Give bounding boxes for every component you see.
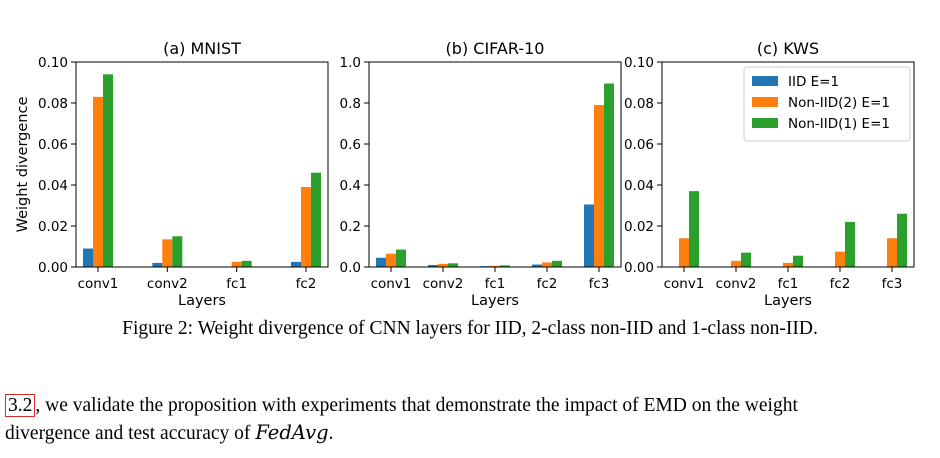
y-axis-label: Weight divergence <box>15 97 31 233</box>
bar <box>887 238 897 267</box>
bar <box>291 262 301 267</box>
legend-swatch <box>752 76 778 86</box>
x-axis-label: Layers <box>764 293 812 309</box>
x-tick-label: conv2 <box>423 276 464 292</box>
chart-panel-1: (a) MNIST 0.00 0.02 0.04 0.06 0.08 0.10 conv1 co… <box>15 39 328 309</box>
y-tick-label: 0.10 <box>38 55 68 71</box>
bar <box>594 105 604 267</box>
legend-label: Non-IID(1) E=1 <box>788 116 890 132</box>
bar <box>396 250 406 267</box>
y-tick-label: 0.06 <box>624 137 654 153</box>
fedavg-math: FedAvg <box>255 421 328 444</box>
y-tick-label: 0.04 <box>624 178 654 194</box>
y-tick-label: 0.08 <box>38 96 68 112</box>
bar <box>448 263 458 267</box>
x-tick-label: fc2 <box>830 276 851 292</box>
x-tick-label: fc1 <box>778 276 799 292</box>
body-paragraph: 3.2, we validate the proposition with ex… <box>5 392 935 447</box>
legend: IID E=1 Non-IID(2) E=1 Non-IID(1) E=1 <box>744 67 910 141</box>
bar <box>835 252 845 267</box>
bar <box>301 187 311 267</box>
bar <box>376 258 386 267</box>
bar <box>793 256 803 267</box>
bar <box>731 261 741 267</box>
body-line-2-end: . <box>329 423 334 444</box>
y-tick-label: 0.00 <box>624 260 654 276</box>
bar <box>386 254 396 267</box>
body-line-1-text: , we validate the proposition with exper… <box>35 395 797 416</box>
bar <box>741 253 751 267</box>
bar <box>93 97 103 267</box>
y-tick-label: 0.00 <box>38 260 68 276</box>
chart-title: (a) MNIST <box>163 39 241 58</box>
y-tick-label: 0.08 <box>624 96 654 112</box>
x-tick-label: conv2 <box>147 276 188 292</box>
bar <box>162 239 172 267</box>
axes-frame <box>369 62 621 267</box>
y-tick-label: 0.4 <box>340 178 361 194</box>
chart-title: (b) CIFAR-10 <box>446 39 545 58</box>
bar <box>311 173 321 267</box>
bar <box>152 263 162 267</box>
bar <box>584 204 594 267</box>
x-axis-label: Layers <box>471 293 519 309</box>
bar <box>552 261 562 267</box>
x-tick-label: fc2 <box>296 276 317 292</box>
x-tick-label: fc3 <box>589 276 610 292</box>
body-line-1: 3.2, we validate the proposition with ex… <box>5 392 935 419</box>
bar <box>679 238 689 267</box>
bar <box>232 262 242 267</box>
y-tick-label: 0.02 <box>624 219 654 235</box>
axes-frame <box>76 62 328 267</box>
figure-2: (a) MNIST 0.00 0.02 0.04 0.06 0.08 0.10 conv1 co… <box>0 0 940 320</box>
bar <box>103 74 113 267</box>
y-tick-label: 0.0 <box>340 260 361 276</box>
bar <box>897 214 907 267</box>
legend-label: Non-IID(2) E=1 <box>788 95 890 111</box>
figure-caption: Figure 2: Weight divergence of CNN layer… <box>0 318 940 340</box>
bar <box>172 236 182 267</box>
legend-swatch <box>752 118 778 128</box>
chart-title: (c) KWS <box>757 39 819 58</box>
x-tick-label: conv2 <box>716 276 757 292</box>
x-tick-label: conv1 <box>371 276 412 292</box>
y-tick-label: 0.02 <box>38 219 68 235</box>
x-axis-label: Layers <box>178 293 226 309</box>
legend-swatch <box>752 97 778 107</box>
body-line-2-text: divergence and test accuracy of <box>5 423 255 444</box>
y-tick-label: 0.8 <box>340 96 361 112</box>
x-tick-label: conv1 <box>664 276 705 292</box>
x-tick-label: fc3 <box>882 276 903 292</box>
section-reference-link[interactable]: 3.2 <box>5 394 35 417</box>
y-tick-label: 0.6 <box>340 137 361 153</box>
bar <box>542 262 552 267</box>
chart-panel-3: (c) KWS 0.00 0.02 0.04 0.06 0.08 0.10 conv1 conv… <box>624 39 914 309</box>
x-tick-label: fc2 <box>537 276 558 292</box>
bar <box>689 191 699 267</box>
y-tick-label: 0.04 <box>38 178 68 194</box>
x-tick-label: fc1 <box>485 276 506 292</box>
y-tick-label: 0.2 <box>340 219 361 235</box>
bar <box>845 222 855 267</box>
x-tick-label: fc1 <box>226 276 247 292</box>
chart-panel-2: (b) CIFAR-10 0.0 0.2 0.4 0.6 0.8 1.0 conv1 conv2… <box>340 39 621 309</box>
y-tick-label: 1.0 <box>340 55 361 71</box>
legend-label: IID E=1 <box>788 74 839 90</box>
bar <box>604 84 614 267</box>
x-tick-label: conv1 <box>78 276 119 292</box>
body-line-2: divergence and test accuracy of FedAvg. <box>5 419 935 447</box>
bar <box>83 249 93 267</box>
bar <box>242 261 252 267</box>
y-tick-label: 0.10 <box>624 55 654 71</box>
bar <box>783 263 793 267</box>
y-tick-label: 0.06 <box>38 137 68 153</box>
